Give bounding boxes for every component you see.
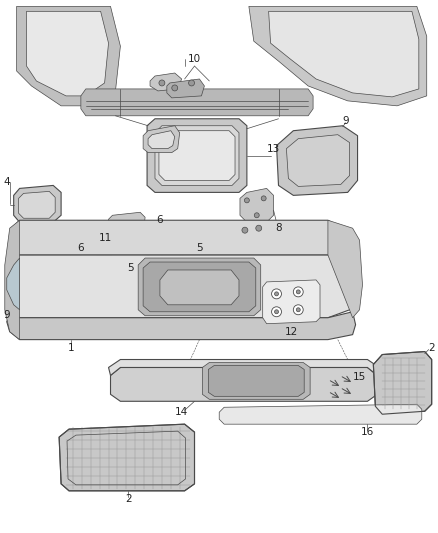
- Polygon shape: [150, 73, 182, 91]
- Circle shape: [242, 227, 248, 233]
- Polygon shape: [155, 126, 239, 185]
- Circle shape: [272, 289, 282, 299]
- Circle shape: [261, 196, 266, 201]
- Text: 10: 10: [188, 54, 201, 64]
- Polygon shape: [167, 79, 205, 98]
- Circle shape: [256, 225, 261, 231]
- Polygon shape: [143, 262, 256, 312]
- Polygon shape: [219, 404, 422, 424]
- Text: 12: 12: [285, 327, 298, 337]
- Polygon shape: [240, 188, 274, 222]
- Circle shape: [275, 310, 279, 314]
- Text: 3: 3: [162, 285, 168, 295]
- Polygon shape: [25, 256, 68, 296]
- Circle shape: [106, 252, 112, 258]
- Text: 2: 2: [125, 494, 131, 504]
- Circle shape: [272, 307, 282, 317]
- Polygon shape: [276, 126, 357, 196]
- Text: 11: 11: [99, 233, 112, 243]
- Polygon shape: [109, 360, 379, 375]
- Polygon shape: [159, 131, 235, 181]
- Text: 13: 13: [267, 143, 280, 154]
- Polygon shape: [5, 220, 20, 340]
- Text: 6: 6: [157, 215, 163, 225]
- Polygon shape: [18, 191, 55, 218]
- Circle shape: [275, 292, 279, 296]
- Circle shape: [97, 249, 105, 257]
- Polygon shape: [208, 366, 304, 397]
- Text: 14: 14: [175, 407, 188, 417]
- Polygon shape: [14, 185, 61, 222]
- Circle shape: [172, 85, 178, 91]
- Polygon shape: [7, 258, 20, 310]
- Circle shape: [189, 80, 194, 86]
- Polygon shape: [138, 258, 261, 316]
- Circle shape: [254, 213, 259, 218]
- Text: 6: 6: [78, 243, 84, 253]
- Polygon shape: [147, 119, 247, 192]
- Polygon shape: [108, 212, 145, 230]
- Polygon shape: [143, 252, 185, 280]
- Polygon shape: [20, 251, 73, 302]
- Polygon shape: [202, 362, 310, 399]
- Polygon shape: [10, 220, 350, 255]
- Circle shape: [296, 290, 300, 294]
- Circle shape: [293, 305, 303, 315]
- Polygon shape: [12, 242, 81, 308]
- Polygon shape: [7, 255, 353, 318]
- Circle shape: [293, 287, 303, 297]
- Text: 1: 1: [68, 343, 74, 352]
- Polygon shape: [328, 220, 363, 318]
- Polygon shape: [373, 352, 432, 414]
- Polygon shape: [59, 424, 194, 491]
- Text: 16: 16: [361, 427, 374, 437]
- Text: 5: 5: [196, 243, 203, 253]
- Polygon shape: [268, 11, 419, 97]
- Text: 5: 5: [127, 263, 134, 273]
- Polygon shape: [17, 6, 120, 106]
- Polygon shape: [7, 312, 356, 340]
- Circle shape: [166, 228, 174, 236]
- Polygon shape: [286, 135, 350, 187]
- Circle shape: [159, 80, 165, 86]
- Polygon shape: [27, 11, 109, 96]
- Polygon shape: [81, 89, 313, 116]
- Polygon shape: [110, 367, 377, 401]
- Circle shape: [244, 198, 249, 203]
- Polygon shape: [263, 280, 320, 324]
- Circle shape: [296, 308, 300, 312]
- Text: 4: 4: [3, 177, 10, 188]
- Text: 8: 8: [275, 223, 282, 233]
- Text: 15: 15: [353, 373, 366, 382]
- Polygon shape: [148, 131, 175, 149]
- Text: 9: 9: [4, 310, 10, 320]
- Polygon shape: [249, 6, 427, 106]
- Text: 2: 2: [429, 343, 435, 352]
- Text: 9: 9: [343, 116, 349, 126]
- Polygon shape: [160, 270, 239, 305]
- Polygon shape: [143, 126, 180, 152]
